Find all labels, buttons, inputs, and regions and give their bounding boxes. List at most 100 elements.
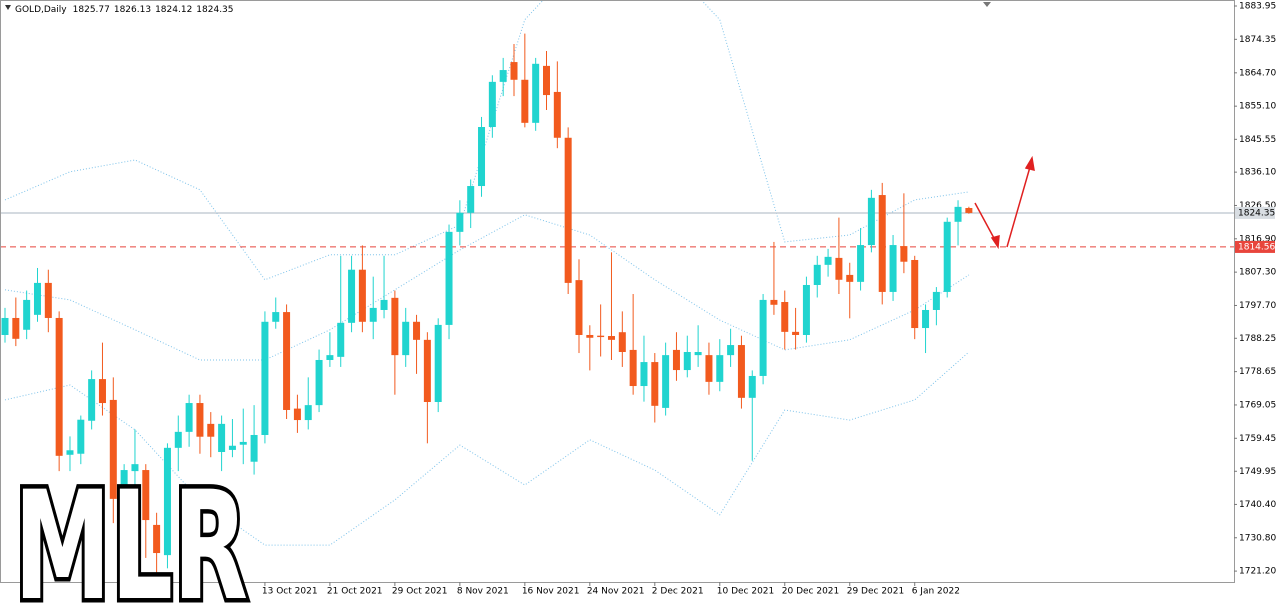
plot-area xyxy=(1,1,1234,576)
arrow-up xyxy=(1006,166,1031,248)
candle-body xyxy=(651,362,659,406)
candle-body xyxy=(694,352,702,356)
candle-body xyxy=(586,334,594,338)
candle-body xyxy=(174,431,182,448)
candle-body xyxy=(456,212,464,232)
candle-body xyxy=(716,355,724,382)
y-tick-label: 1759.45 xyxy=(1239,434,1276,444)
price-label-box xyxy=(1235,206,1275,219)
arrow-head xyxy=(990,234,1000,250)
candle-body xyxy=(932,291,940,310)
candle-body xyxy=(488,81,496,127)
candle-body xyxy=(250,434,258,462)
candle-body xyxy=(618,332,626,352)
candle-body xyxy=(802,284,810,335)
candle-body xyxy=(228,445,236,450)
candle-body xyxy=(499,70,507,82)
candle-body xyxy=(131,464,139,472)
shift-marker xyxy=(983,2,991,7)
y-tick-label: 1778.65 xyxy=(1239,367,1276,377)
y-tick-label: 1749.95 xyxy=(1239,467,1276,477)
candle-body xyxy=(77,419,85,454)
y-tick-label: 1864.70 xyxy=(1239,68,1276,78)
candle-body xyxy=(304,405,312,421)
candle-body xyxy=(315,359,323,406)
candle-body xyxy=(88,379,96,421)
candle-body xyxy=(911,259,919,329)
x-tick-label: 29 Dec 2021 xyxy=(847,587,905,597)
candle-body xyxy=(705,355,713,382)
candle-body xyxy=(597,335,605,338)
candle-body xyxy=(66,450,74,455)
candle-body xyxy=(109,399,117,499)
candle-body xyxy=(640,362,648,387)
candle-body xyxy=(445,231,453,325)
candle-body xyxy=(781,302,789,332)
y-tick-label: 1788.25 xyxy=(1239,334,1276,344)
candle-body xyxy=(813,264,821,285)
candle-body xyxy=(326,355,334,360)
candle-body xyxy=(900,246,908,262)
arrows xyxy=(974,155,1035,250)
y-tick-label: 1769.05 xyxy=(1239,400,1276,410)
watermark: MLR xyxy=(14,460,248,604)
candle-body xyxy=(261,321,269,435)
candle-body xyxy=(369,307,377,322)
x-tick-label: 16 Nov 2021 xyxy=(522,587,580,597)
y-tick-label: 1721.20 xyxy=(1239,567,1276,577)
ohlc-high: 1826.13 xyxy=(114,5,151,15)
candle-body xyxy=(564,137,572,283)
candle-body xyxy=(965,208,973,213)
y-tick-label: 1874.35 xyxy=(1239,35,1276,45)
symbol: GOLD,Daily xyxy=(15,5,67,15)
candle-body xyxy=(824,256,832,265)
candle-body xyxy=(532,63,540,123)
candle-body xyxy=(770,299,778,305)
candle-body xyxy=(120,470,128,499)
candle-body xyxy=(662,355,670,408)
price-label-box xyxy=(1235,240,1275,253)
ohlc-open: 1825.77 xyxy=(73,5,110,15)
y-tick-label: 1826.50 xyxy=(1239,201,1276,211)
y-tick-label: 1807.30 xyxy=(1239,268,1276,278)
candle-body xyxy=(337,322,345,357)
candle-body xyxy=(759,299,767,376)
x-tick-label: 8 Nov 2021 xyxy=(457,587,509,597)
candle-body xyxy=(434,324,442,402)
candle-body xyxy=(543,65,550,96)
candle-body xyxy=(55,317,63,456)
candle-body xyxy=(889,245,897,292)
candle-body xyxy=(12,317,20,339)
candle-body xyxy=(607,336,615,340)
x-tick-label: 2 Dec 2021 xyxy=(652,587,704,597)
arrow-down xyxy=(974,202,996,241)
band-line xyxy=(4,351,970,546)
candle-body xyxy=(478,127,486,187)
x-tick-label: 20 Dec 2021 xyxy=(782,587,840,597)
symbol-icon xyxy=(5,5,11,10)
candle-body xyxy=(185,403,193,432)
candle-body xyxy=(423,339,431,402)
candle-body xyxy=(792,331,800,335)
candle-body xyxy=(348,269,356,323)
candle-body xyxy=(835,257,843,280)
y-tick-label: 1740.40 xyxy=(1239,500,1276,510)
candle-body xyxy=(402,321,410,356)
axes: 1883.95 1874.35 1864.70 1855.10 1845.55 1836.… xyxy=(262,1,1277,596)
candle-body xyxy=(391,297,399,356)
y-tick-label: 1836.10 xyxy=(1239,168,1276,178)
candle-body xyxy=(954,206,962,222)
candle-body xyxy=(943,221,951,292)
arrow-head xyxy=(1024,155,1035,172)
y-tick-label: 1730.80 xyxy=(1239,533,1276,543)
candle-body xyxy=(380,299,388,310)
candle-body xyxy=(239,441,247,445)
y-tick-label: 1816.90 xyxy=(1239,234,1276,244)
candle-body xyxy=(727,345,735,356)
y-tick-label: 1855.10 xyxy=(1239,102,1276,112)
candle-body xyxy=(142,470,150,521)
candle-body xyxy=(98,379,106,404)
candle-body xyxy=(510,62,518,80)
x-tick-label: 13 Oct 2021 xyxy=(262,587,318,597)
candle-body xyxy=(413,321,421,340)
